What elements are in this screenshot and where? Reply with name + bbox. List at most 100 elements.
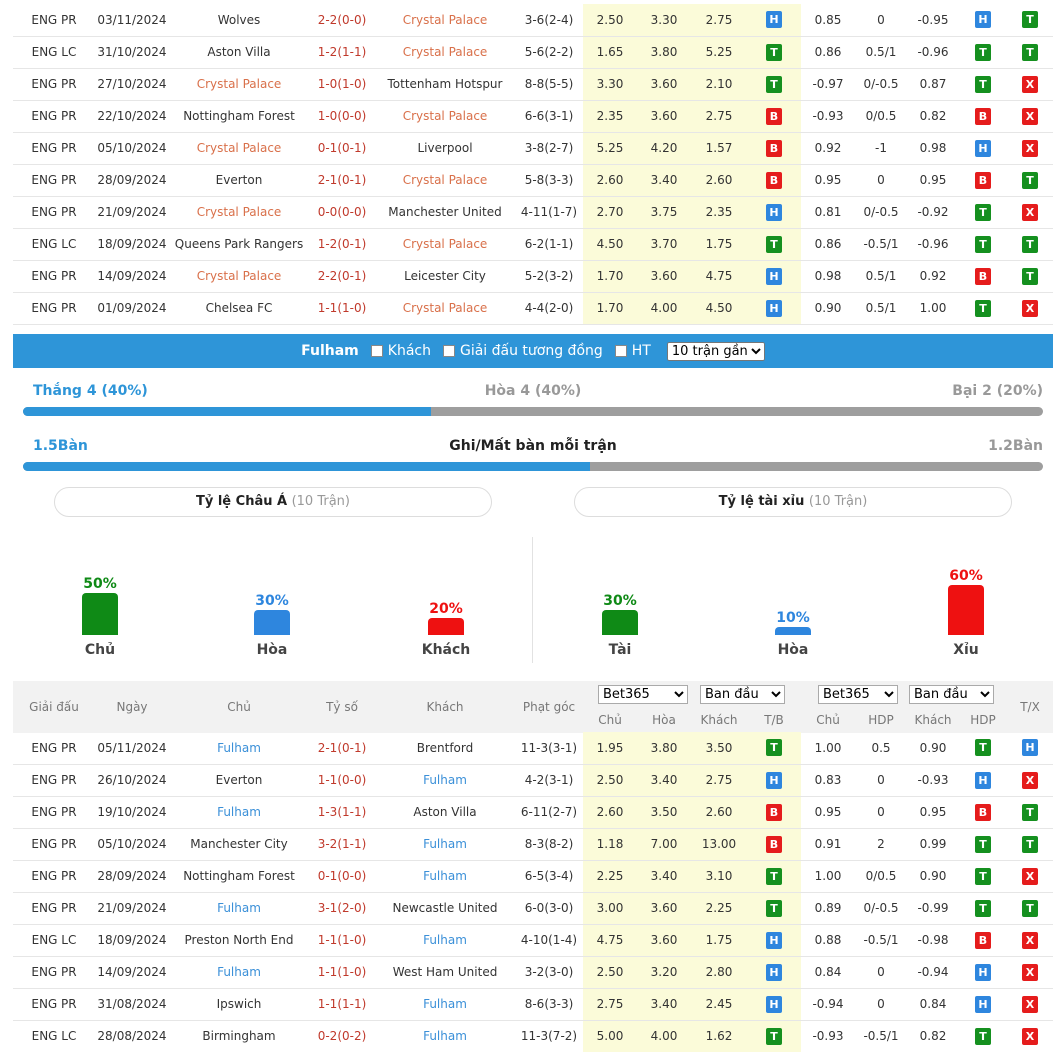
- home-team-link[interactable]: Crystal Palace: [196, 205, 282, 219]
- home-team-link[interactable]: Ipswich: [216, 997, 262, 1011]
- cell-home: Crystal Palace: [169, 132, 309, 165]
- cell-home: Crystal Palace: [169, 196, 309, 229]
- cell-home: Everton: [169, 164, 309, 197]
- away-team-link[interactable]: Aston Villa: [413, 805, 477, 819]
- cell-h1: 0.86: [801, 36, 855, 69]
- same-league-label: Giải đấu tương đồng: [459, 343, 603, 359]
- asian-count: (10 Trận): [291, 494, 350, 509]
- result-badge: T: [975, 899, 991, 917]
- recent-count-select[interactable]: 10 trận gần: [666, 341, 765, 361]
- home-team-link[interactable]: Crystal Palace: [196, 77, 282, 91]
- cell-hdp: T: [959, 892, 1007, 925]
- home-team-link[interactable]: Birmingham: [202, 1029, 276, 1043]
- away-team-link[interactable]: Manchester United: [388, 205, 502, 219]
- header-hdp: HDP: [970, 713, 996, 727]
- away-team-link[interactable]: Crystal Palace: [402, 237, 488, 251]
- home-team-link[interactable]: Nottingham Forest: [183, 869, 295, 883]
- cell-league: ENG LC: [13, 228, 95, 261]
- home-team-link[interactable]: Crystal Palace: [196, 141, 282, 155]
- cell-h3: -0.96: [907, 36, 959, 69]
- cell-date: 28/09/2024: [95, 164, 169, 197]
- cell-o2: 3.20: [637, 956, 691, 989]
- hdp-bookmaker-select[interactable]: Bet365: [818, 685, 898, 704]
- away-team-link[interactable]: Tottenham Hotspur: [387, 77, 503, 91]
- same-league-checkbox[interactable]: [442, 345, 455, 357]
- hdp-type-select[interactable]: Ban đầu: [909, 685, 994, 704]
- cell-league: ENG PR: [13, 196, 95, 229]
- home-team-link[interactable]: Everton: [215, 173, 263, 187]
- away-checkbox[interactable]: [370, 345, 383, 357]
- table-row: ENG PR 28/09/2024 Everton 2-1(0-1) Crystal P…: [13, 164, 1053, 197]
- away-team-link[interactable]: Fulham: [423, 1029, 467, 1043]
- away-team-link[interactable]: Fulham: [423, 773, 467, 787]
- cell-tx: T: [1007, 4, 1053, 37]
- home-team-link[interactable]: Fulham: [217, 805, 261, 819]
- cell-h2: 0: [855, 988, 907, 1021]
- odds-type-select[interactable]: Ban đầu: [700, 685, 785, 704]
- cell-score: 1-0(0-0): [309, 100, 375, 133]
- filter-bar: Fulham Khách Giải đấu tương đồng HT 10 t…: [13, 334, 1053, 368]
- away-team-link[interactable]: Liverpool: [417, 141, 473, 155]
- home-team-link[interactable]: Queens Park Rangers: [174, 237, 304, 251]
- away-filter[interactable]: Khách: [370, 343, 431, 359]
- goals-bar: [23, 462, 1043, 471]
- cell-h2: 0: [855, 164, 907, 197]
- result-badge: T: [766, 1027, 782, 1045]
- cell-hdp: B: [959, 924, 1007, 957]
- asian-handicap-tab[interactable]: Tỷ lệ Châu Á (10 Trận): [54, 487, 492, 517]
- away-team-link[interactable]: Crystal Palace: [402, 301, 488, 315]
- away-team-link[interactable]: Fulham: [423, 869, 467, 883]
- overunder-count: (10 Trận): [808, 494, 868, 509]
- cell-h1: 0.81: [801, 196, 855, 229]
- away-team-link[interactable]: Newcastle United: [392, 901, 498, 915]
- cell-corners: 11-3(7-2): [515, 1020, 583, 1052]
- cell-o1: 5.00: [583, 1020, 637, 1052]
- away-team-link[interactable]: Crystal Palace: [402, 12, 488, 27]
- draws-stat: Hòa 4 (40%): [484, 383, 582, 399]
- home-team-link[interactable]: Wolves: [217, 12, 261, 27]
- cell-o2: 3.70: [637, 228, 691, 261]
- cell-o3: 1.75: [691, 924, 747, 957]
- home-team-link[interactable]: Manchester City: [190, 837, 288, 851]
- away-team-link[interactable]: Crystal Palace: [402, 173, 488, 187]
- away-team-link[interactable]: Fulham: [423, 933, 467, 947]
- home-team-link[interactable]: Crystal Palace: [196, 269, 282, 283]
- result-badge: B: [766, 139, 782, 157]
- record-bar-fill: [23, 407, 431, 416]
- cell-league: ENG PR: [13, 4, 95, 37]
- cell-h3: 0.84: [907, 988, 959, 1021]
- cell-home: Manchester City: [169, 828, 309, 861]
- home-team-link[interactable]: Preston North End: [184, 933, 294, 947]
- asian-title: Tỷ lệ Châu Á: [195, 494, 288, 509]
- table-row: ENG PR 01/09/2024 Chelsea FC 1-1(1-0) Crysta…: [13, 292, 1053, 325]
- cell-o1: 4.50: [583, 228, 637, 261]
- home-team-link[interactable]: Nottingham Forest: [183, 109, 295, 123]
- home-team-link[interactable]: Aston Villa: [207, 45, 271, 59]
- home-team-link[interactable]: Fulham: [217, 740, 261, 755]
- cell-o2: 7.00: [637, 828, 691, 861]
- ht-checkbox[interactable]: [614, 345, 627, 357]
- away-team-link[interactable]: Fulham: [423, 997, 467, 1011]
- away-team-link[interactable]: Brentford: [416, 740, 474, 755]
- over-under-tab[interactable]: Tỷ lệ tài xỉu (10 Trận): [574, 487, 1012, 517]
- cell-o3: 4.75: [691, 260, 747, 293]
- home-team-link[interactable]: Everton: [215, 773, 263, 787]
- home-team-link[interactable]: Chelsea FC: [205, 301, 273, 315]
- bar-column: 30% Hòa: [227, 593, 317, 658]
- odds-bookmaker-select[interactable]: Bet365: [598, 685, 688, 704]
- ht-filter[interactable]: HT: [614, 343, 651, 359]
- home-team-link[interactable]: Fulham: [217, 901, 261, 915]
- same-league-filter[interactable]: Giải đấu tương đồng: [442, 343, 603, 359]
- cell-o2: 3.50: [637, 796, 691, 829]
- result-badge: H: [766, 963, 782, 981]
- home-team-link[interactable]: Fulham: [217, 965, 261, 979]
- away-team-link[interactable]: West Ham United: [392, 965, 498, 979]
- away-team-link[interactable]: Fulham: [423, 837, 467, 851]
- away-team-link[interactable]: Crystal Palace: [402, 109, 488, 123]
- cell-h3: -0.96: [907, 228, 959, 261]
- cell-date: 21/09/2024: [95, 196, 169, 229]
- away-team-link[interactable]: Crystal Palace: [402, 45, 488, 59]
- result-badge: H: [766, 299, 782, 317]
- away-team-link[interactable]: Leicester City: [404, 269, 486, 283]
- score-text: 0-1(0-0): [317, 869, 367, 883]
